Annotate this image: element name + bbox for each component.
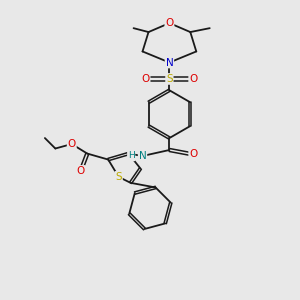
Text: S: S [166, 74, 173, 84]
Text: N: N [139, 151, 146, 161]
Text: S: S [115, 172, 122, 182]
Text: O: O [141, 74, 150, 84]
Text: N: N [166, 58, 173, 68]
Text: O: O [76, 166, 85, 176]
Text: O: O [189, 74, 197, 84]
Text: H: H [128, 152, 135, 160]
Text: O: O [165, 18, 173, 28]
Text: O: O [68, 139, 76, 149]
Text: O: O [189, 149, 197, 160]
